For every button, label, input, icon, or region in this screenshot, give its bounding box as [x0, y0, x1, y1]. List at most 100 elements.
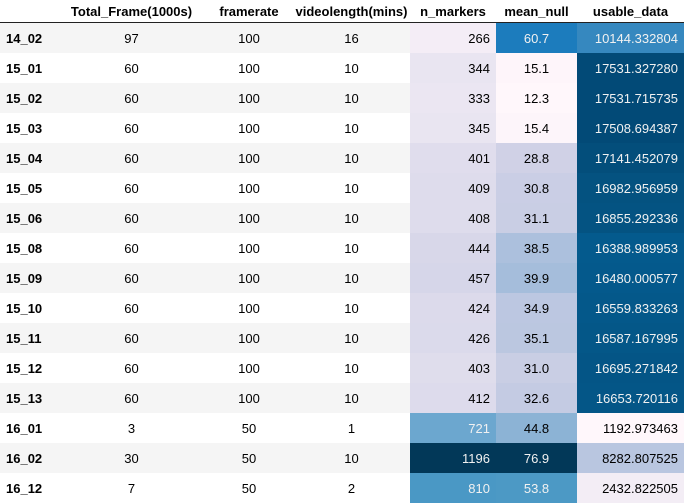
- cell-videolength: 10: [293, 203, 410, 233]
- cell-n-markers: 403: [410, 353, 496, 383]
- column-header-mean-null: mean_null: [496, 0, 577, 23]
- cell-videolength: 10: [293, 443, 410, 473]
- cell-mean-null: 38.5: [496, 233, 577, 263]
- cell-mean-null: 53.8: [496, 473, 577, 503]
- cell-usable-data: 16695.271842: [577, 353, 684, 383]
- cell-usable-data: 16480.000577: [577, 263, 684, 293]
- cell-framerate: 100: [205, 203, 293, 233]
- cell-framerate: 50: [205, 443, 293, 473]
- cell-usable-data: 1192.973463: [577, 413, 684, 443]
- row-index: 15_05: [0, 173, 58, 203]
- cell-usable-data: 16388.989953: [577, 233, 684, 263]
- cell-videolength: 1: [293, 413, 410, 443]
- cell-n-markers: 721: [410, 413, 496, 443]
- table-row: 15_05 60 100 10 409 30.8 16982.956959: [0, 173, 684, 203]
- column-header-videolength: videolength(mins): [293, 0, 410, 23]
- column-header-usable-data: usable_data: [577, 0, 684, 23]
- row-index: 15_09: [0, 263, 58, 293]
- cell-framerate: 100: [205, 143, 293, 173]
- cell-mean-null: 30.8: [496, 173, 577, 203]
- table-row: 14_02 97 100 16 266 60.7 10144.332804: [0, 22, 684, 53]
- cell-mean-null: 39.9: [496, 263, 577, 293]
- cell-framerate: 100: [205, 353, 293, 383]
- table-row: 15_10 60 100 10 424 34.9 16559.833263: [0, 293, 684, 323]
- cell-total-frame: 7: [58, 473, 205, 503]
- cell-total-frame: 3: [58, 413, 205, 443]
- cell-videolength: 10: [293, 323, 410, 353]
- cell-mean-null: 31.1: [496, 203, 577, 233]
- table-row: 15_13 60 100 10 412 32.6 16653.720116: [0, 383, 684, 413]
- table-row: 16_12 7 50 2 810 53.8 2432.822505: [0, 473, 684, 503]
- cell-usable-data: 10144.332804: [577, 22, 684, 53]
- cell-n-markers: 424: [410, 293, 496, 323]
- cell-mean-null: 60.7: [496, 22, 577, 53]
- cell-usable-data: 17508.694387: [577, 113, 684, 143]
- cell-total-frame: 60: [58, 53, 205, 83]
- cell-total-frame: 60: [58, 143, 205, 173]
- cell-n-markers: 344: [410, 53, 496, 83]
- cell-videolength: 16: [293, 22, 410, 53]
- cell-n-markers: 457: [410, 263, 496, 293]
- cell-total-frame: 60: [58, 113, 205, 143]
- cell-usable-data: 16559.833263: [577, 293, 684, 323]
- row-index: 15_08: [0, 233, 58, 263]
- cell-n-markers: 266: [410, 22, 496, 53]
- cell-usable-data: 16982.956959: [577, 173, 684, 203]
- row-index: 15_06: [0, 203, 58, 233]
- column-header-total-frame: Total_Frame(1000s): [58, 0, 205, 23]
- table-row: 15_12 60 100 10 403 31.0 16695.271842: [0, 353, 684, 383]
- table-row: 15_08 60 100 10 444 38.5 16388.989953: [0, 233, 684, 263]
- cell-usable-data: 8282.807525: [577, 443, 684, 473]
- table-row: 16_01 3 50 1 721 44.8 1192.973463: [0, 413, 684, 443]
- cell-total-frame: 60: [58, 323, 205, 353]
- cell-videolength: 10: [293, 233, 410, 263]
- cell-framerate: 100: [205, 22, 293, 53]
- row-index: 15_02: [0, 83, 58, 113]
- cell-n-markers: 412: [410, 383, 496, 413]
- cell-videolength: 10: [293, 353, 410, 383]
- row-index: 15_01: [0, 53, 58, 83]
- table-row: 15_03 60 100 10 345 15.4 17508.694387: [0, 113, 684, 143]
- index-header: [0, 0, 58, 23]
- cell-total-frame: 60: [58, 83, 205, 113]
- cell-framerate: 100: [205, 173, 293, 203]
- row-index: 16_12: [0, 473, 58, 503]
- cell-framerate: 100: [205, 323, 293, 353]
- cell-n-markers: 333: [410, 83, 496, 113]
- table-row: 15_11 60 100 10 426 35.1 16587.167995: [0, 323, 684, 353]
- cell-total-frame: 60: [58, 353, 205, 383]
- cell-mean-null: 32.6: [496, 383, 577, 413]
- cell-total-frame: 60: [58, 263, 205, 293]
- cell-mean-null: 12.3: [496, 83, 577, 113]
- cell-mean-null: 15.4: [496, 113, 577, 143]
- row-index: 15_12: [0, 353, 58, 383]
- table-row: 16_02 30 50 10 1196 76.9 8282.807525: [0, 443, 684, 473]
- cell-usable-data: 17531.715735: [577, 83, 684, 113]
- row-index: 16_02: [0, 443, 58, 473]
- cell-framerate: 100: [205, 263, 293, 293]
- cell-total-frame: 97: [58, 22, 205, 53]
- cell-usable-data: 16855.292336: [577, 203, 684, 233]
- cell-videolength: 10: [293, 383, 410, 413]
- cell-framerate: 50: [205, 473, 293, 503]
- cell-n-markers: 408: [410, 203, 496, 233]
- table-body: 14_02 97 100 16 266 60.7 10144.332804 15_01 60 10…: [0, 22, 684, 503]
- cell-usable-data: 16653.720116: [577, 383, 684, 413]
- cell-framerate: 100: [205, 113, 293, 143]
- cell-n-markers: 409: [410, 173, 496, 203]
- cell-usable-data: 16587.167995: [577, 323, 684, 353]
- cell-mean-null: 76.9: [496, 443, 577, 473]
- column-header-framerate: framerate: [205, 0, 293, 23]
- cell-framerate: 100: [205, 383, 293, 413]
- cell-videolength: 10: [293, 173, 410, 203]
- cell-n-markers: 444: [410, 233, 496, 263]
- cell-videolength: 10: [293, 113, 410, 143]
- cell-total-frame: 60: [58, 293, 205, 323]
- table-row: 15_01 60 100 10 344 15.1 17531.327280: [0, 53, 684, 83]
- cell-framerate: 100: [205, 293, 293, 323]
- cell-framerate: 100: [205, 53, 293, 83]
- cell-mean-null: 34.9: [496, 293, 577, 323]
- cell-total-frame: 60: [58, 233, 205, 263]
- cell-videolength: 10: [293, 53, 410, 83]
- cell-usable-data: 2432.822505: [577, 473, 684, 503]
